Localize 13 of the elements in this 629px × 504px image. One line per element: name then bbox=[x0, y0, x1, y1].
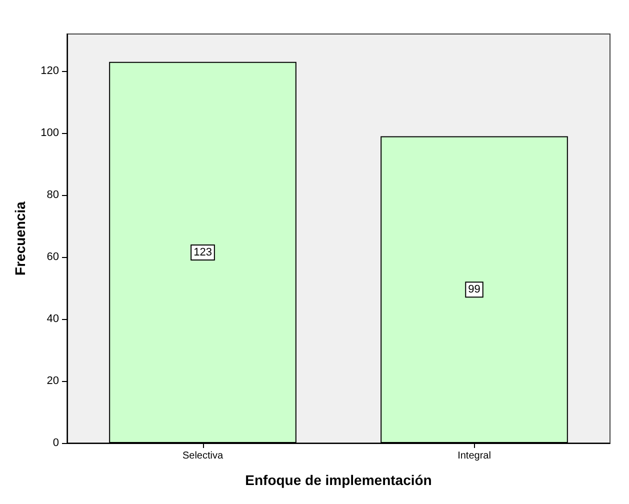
y-tick-label: 20 bbox=[46, 375, 59, 388]
y-tick-label: 80 bbox=[46, 189, 59, 202]
data-label: 99 bbox=[468, 284, 480, 296]
y-tick-label: 0 bbox=[52, 437, 59, 449]
x-tick-label: Integral bbox=[458, 450, 491, 462]
y-tick-label: 100 bbox=[40, 127, 59, 140]
x-axis-title: Enfoque de implementación bbox=[245, 472, 432, 488]
x-tick-label: Selectiva bbox=[182, 450, 224, 462]
y-tick-label: 120 bbox=[40, 65, 59, 78]
y-tick-label: 40 bbox=[46, 313, 59, 326]
y-tick-label: 60 bbox=[46, 251, 59, 264]
y-axis-title: Frecuencia bbox=[12, 201, 28, 276]
data-label: 123 bbox=[194, 246, 212, 258]
